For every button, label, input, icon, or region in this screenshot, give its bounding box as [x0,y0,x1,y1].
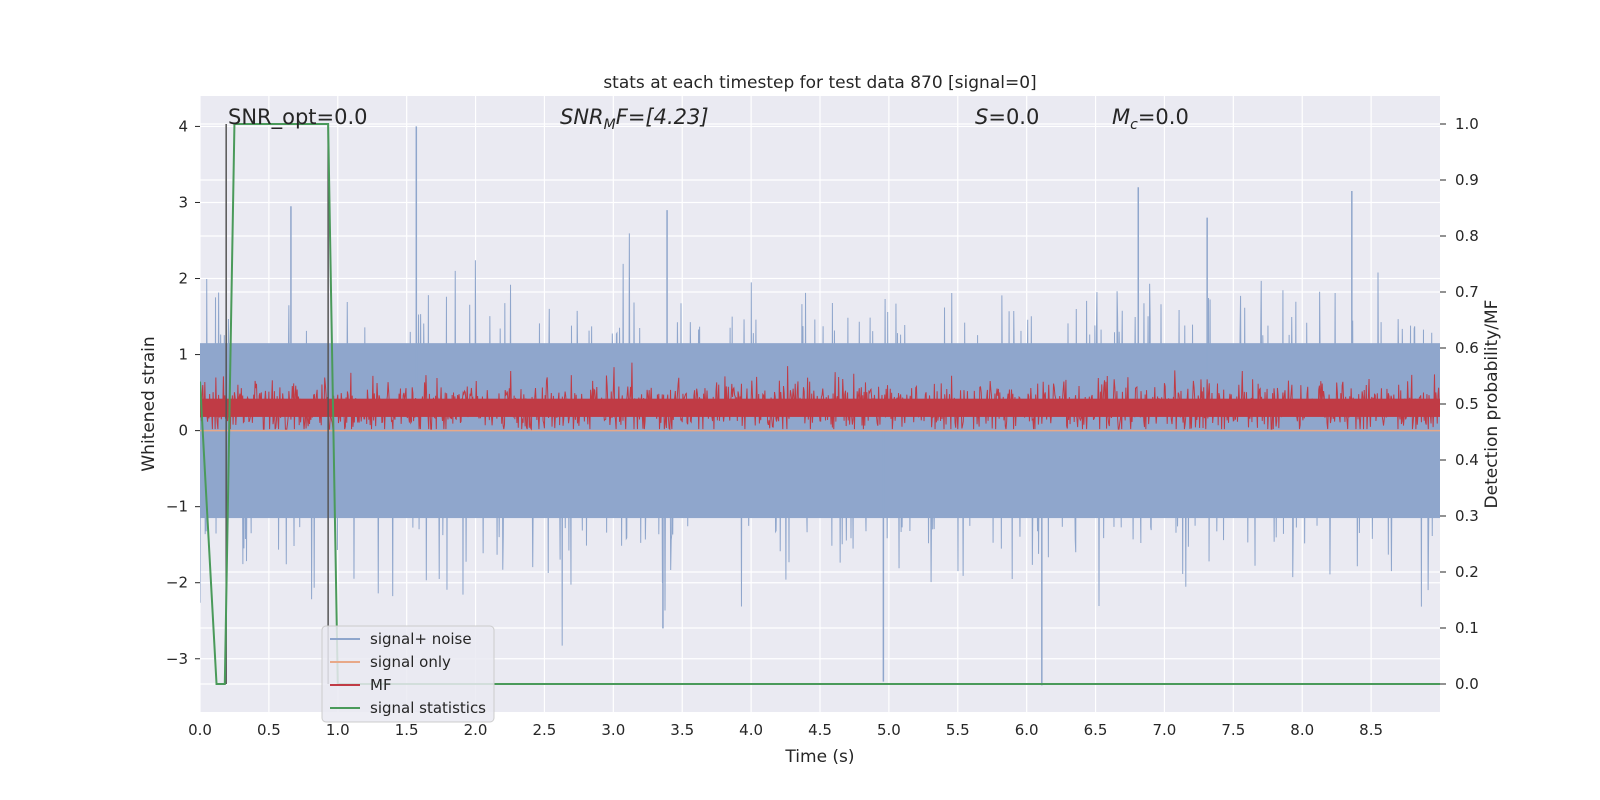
legend-label-signal-statistics: signal statistics [370,699,486,717]
legend-box [321,625,495,723]
x-tick-label: 6.0 [1015,721,1039,739]
y-left-tick-label: 3 [178,193,188,211]
snr-mf-sub: M [604,117,616,133]
x-tick-label: 3.5 [670,721,694,739]
y-right-tick-label: 0.9 [1455,171,1479,189]
mc-label: M [1112,105,1130,129]
x-tick-label: 1.0 [326,721,350,739]
y-right-tick-label: 0.1 [1455,619,1479,637]
annotation-snr-opt: SNR_opt=0.0 [228,105,368,130]
x-tick-label: 4.5 [808,721,832,739]
y-axis-right-ticks: 1.0 0.9 0.8 0.7 0.6 0.5 0.4 0.3 0.2 0.1 0.0 [1440,115,1479,693]
y-left-tick-label: 4 [178,117,188,135]
legend-label-signal-noise: signal+ noise [370,630,472,648]
x-tick-label: 7.0 [1153,721,1177,739]
snr-mf-prefix: SNR [560,105,604,129]
y-right-tick-label: 0.5 [1455,395,1479,413]
y-right-tick-label: 1.0 [1455,115,1479,133]
legend: signal+ noise signal only MF signal stat… [321,625,495,723]
y-left-tick-label: −2 [166,574,188,592]
x-tick-label: 0.5 [257,721,281,739]
series-mf-core [200,398,1440,417]
x-axis-label: Time (s) [784,747,854,767]
x-tick-label: 5.0 [877,721,901,739]
legend-label-signal-only: signal only [370,653,451,671]
y-left-tick-label: 1 [178,346,188,364]
chart-title: stats at each timestep for test data 870… [603,73,1036,93]
y-left-tick-label: 0 [178,422,188,440]
y-right-tick-label: 0.2 [1455,563,1479,581]
x-tick-label: 4.0 [739,721,763,739]
legend-label-mf: MF [370,676,392,694]
mc-suffix: =0.0 [1138,105,1189,129]
y-right-tick-label: 0.7 [1455,283,1479,301]
y-axis-right-label: Detection probability/MF [1482,300,1502,509]
y-axis-left-label: Whitened strain [139,336,159,471]
mc-sub: c [1130,117,1138,133]
y-axis-left-ticks: 4 3 2 1 0 −1 −2 −3 [166,117,200,668]
y-left-tick-label: −3 [166,650,188,668]
y-right-tick-label: 0.6 [1455,339,1479,357]
s-suffix: =0.0 [988,105,1039,129]
y-right-tick-label: 0.8 [1455,227,1479,245]
data-layer [200,123,1440,686]
x-tick-label: 6.5 [1084,721,1108,739]
y-right-tick-label: 0.4 [1455,451,1479,469]
snr-mf-suffix: F=[4.23] [616,105,709,129]
x-tick-label: 7.5 [1221,721,1245,739]
y-left-tick-label: −1 [166,498,188,516]
x-tick-label: 3.0 [601,721,625,739]
y-right-tick-label: 0.3 [1455,507,1479,525]
x-tick-label: 2.5 [533,721,557,739]
x-tick-label: 5.5 [946,721,970,739]
annotation-s: S=0.0 [975,105,1039,129]
s-label: S [975,105,988,129]
x-tick-label: 2.0 [464,721,488,739]
x-tick-label: 1.5 [395,721,419,739]
x-tick-label: 0.0 [188,721,212,739]
annotation-mc: Mc=0.0 [1112,105,1189,133]
x-axis-ticks: 0.0 0.5 1.0 1.5 2.0 2.5 3.0 3.5 4.0 4.5 5.0 5.5 6.0 6… [188,721,1383,739]
x-tick-label: 8.5 [1359,721,1383,739]
y-left-tick-label: 2 [178,270,188,288]
y-right-tick-label: 0.0 [1455,675,1479,693]
x-tick-label: 8.0 [1290,721,1314,739]
annotation-snr-mf: SNRMF=[4.23] [560,105,709,133]
